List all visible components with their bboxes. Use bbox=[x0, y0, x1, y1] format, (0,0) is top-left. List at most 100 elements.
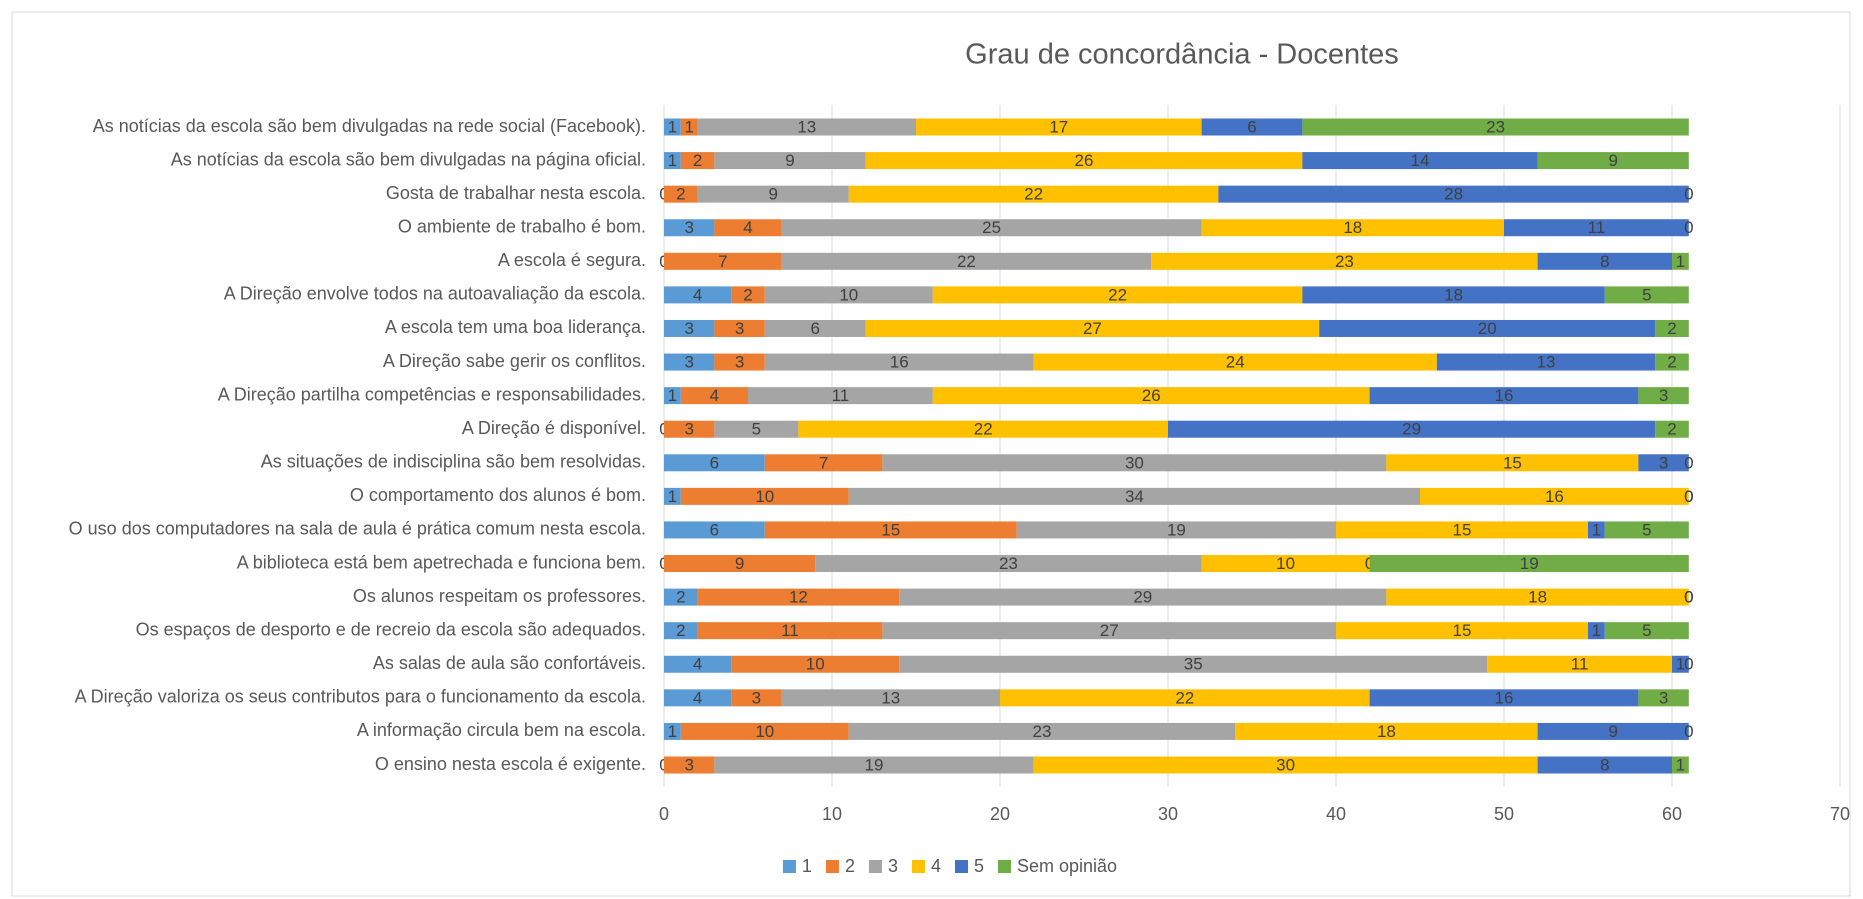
data-label: 24 bbox=[1226, 353, 1245, 372]
data-label: 2 bbox=[1667, 420, 1676, 439]
data-label: 28 bbox=[1444, 185, 1463, 204]
data-label: 1 bbox=[668, 487, 677, 506]
data-label: 4 bbox=[743, 218, 752, 237]
bar-segment bbox=[1302, 286, 1605, 304]
data-label: 1 bbox=[668, 151, 677, 170]
data-label: 19 bbox=[1167, 520, 1186, 539]
x-tick-label: 20 bbox=[990, 804, 1010, 824]
data-label: 1 bbox=[684, 117, 693, 136]
data-label: 6 bbox=[710, 453, 719, 472]
data-label: 26 bbox=[1142, 386, 1161, 405]
data-label: 7 bbox=[819, 453, 828, 472]
data-label: 8 bbox=[1600, 755, 1609, 774]
y-tick-label: O ambiente de trabalho é bom. bbox=[398, 216, 646, 236]
data-label: 1 bbox=[1592, 520, 1601, 539]
legend-label: 4 bbox=[931, 856, 941, 876]
legend-swatch bbox=[782, 860, 796, 873]
data-label: 19 bbox=[865, 755, 884, 774]
bar-segment bbox=[1218, 185, 1689, 203]
bar-segment bbox=[1016, 521, 1336, 539]
data-label: 3 bbox=[735, 353, 744, 372]
bar-segment bbox=[1604, 622, 1689, 640]
data-label: 4 bbox=[693, 688, 702, 707]
bar-segment bbox=[1655, 420, 1689, 438]
y-tick-label: A Direção é disponível. bbox=[462, 418, 646, 438]
bar-segment bbox=[764, 286, 933, 304]
bar-segment bbox=[1369, 689, 1639, 707]
bar-segment bbox=[664, 487, 681, 505]
bar-segment bbox=[680, 487, 849, 505]
bar-segment bbox=[1201, 118, 1303, 136]
bar-segment bbox=[1336, 521, 1588, 539]
data-label: 6 bbox=[1247, 117, 1256, 136]
bar-segment bbox=[848, 722, 1236, 740]
data-label: 0 bbox=[1684, 487, 1693, 506]
y-tick-label: As notícias da escola são bem divulgadas… bbox=[171, 149, 646, 169]
data-label: 1 bbox=[668, 722, 677, 741]
data-label: 11 bbox=[781, 621, 799, 640]
bar-segment bbox=[664, 286, 732, 304]
data-label: 16 bbox=[890, 353, 909, 372]
data-label: 3 bbox=[1659, 386, 1668, 405]
data-label: 9 bbox=[768, 185, 777, 204]
data-label: 11 bbox=[1588, 218, 1606, 237]
bar-segment bbox=[1588, 521, 1605, 539]
legend-label: Sem opinião bbox=[1017, 856, 1117, 876]
bar-segment bbox=[1369, 555, 1689, 573]
bar-segment bbox=[865, 152, 1303, 170]
data-label: 35 bbox=[1184, 655, 1203, 674]
bar-segment bbox=[1638, 454, 1689, 472]
data-label: 1 bbox=[668, 386, 677, 405]
bar-segment bbox=[1655, 353, 1689, 371]
data-label: 22 bbox=[957, 252, 976, 271]
bar-segment bbox=[1386, 454, 1639, 472]
bar-segment bbox=[1302, 152, 1538, 170]
bar-segment bbox=[848, 487, 1420, 505]
legend-label: 3 bbox=[888, 856, 898, 876]
bar-segment bbox=[664, 219, 715, 237]
bar-segment bbox=[731, 689, 782, 707]
data-label: 0 bbox=[1684, 722, 1693, 741]
bar-segment bbox=[714, 219, 782, 237]
data-label: 2 bbox=[676, 588, 685, 607]
data-label: 3 bbox=[684, 420, 693, 439]
data-label: 17 bbox=[1049, 117, 1068, 136]
data-label: 9 bbox=[1608, 151, 1617, 170]
data-label: 3 bbox=[684, 353, 693, 372]
bar-segment bbox=[1386, 588, 1689, 606]
data-label: 0 bbox=[1684, 588, 1693, 607]
legend-swatch bbox=[998, 860, 1011, 873]
data-label: 3 bbox=[684, 218, 693, 237]
bar-segment bbox=[865, 319, 1320, 337]
data-label: 1 bbox=[668, 117, 677, 136]
legend-swatch bbox=[954, 860, 968, 873]
y-tick-label: As salas de aula são confortáveis. bbox=[373, 653, 646, 673]
bar-segment bbox=[1655, 319, 1689, 337]
bar-segment bbox=[1000, 689, 1370, 707]
data-label: 6 bbox=[810, 319, 819, 338]
bar-segment bbox=[714, 152, 866, 170]
bar-segment bbox=[697, 622, 883, 640]
data-label: 15 bbox=[1503, 453, 1522, 472]
bar-segment bbox=[1369, 387, 1639, 405]
x-tick-label: 40 bbox=[1326, 804, 1346, 824]
data-label: 1 bbox=[1676, 755, 1685, 774]
bar-segment bbox=[680, 722, 849, 740]
y-tick-label: As notícias da escola são bem divulgadas… bbox=[93, 116, 646, 136]
data-label: 18 bbox=[1377, 722, 1396, 741]
data-label: 16 bbox=[1545, 487, 1564, 506]
x-tick-label: 30 bbox=[1158, 804, 1178, 824]
bar-segment bbox=[697, 185, 849, 203]
x-tick-label: 70 bbox=[1830, 804, 1850, 824]
y-tick-label: A biblioteca está bem apetrechada e func… bbox=[237, 552, 646, 572]
bar-segment bbox=[1336, 622, 1588, 640]
data-label: 13 bbox=[797, 117, 816, 136]
bar-segment bbox=[781, 689, 1000, 707]
bar-segment bbox=[764, 521, 1017, 539]
bar-segment bbox=[1672, 756, 1689, 774]
bar-segment bbox=[882, 622, 1336, 640]
data-label: 7 bbox=[718, 252, 727, 271]
y-tick-label: A escola tem uma boa liderança. bbox=[385, 317, 646, 337]
legend-swatch bbox=[825, 860, 839, 873]
